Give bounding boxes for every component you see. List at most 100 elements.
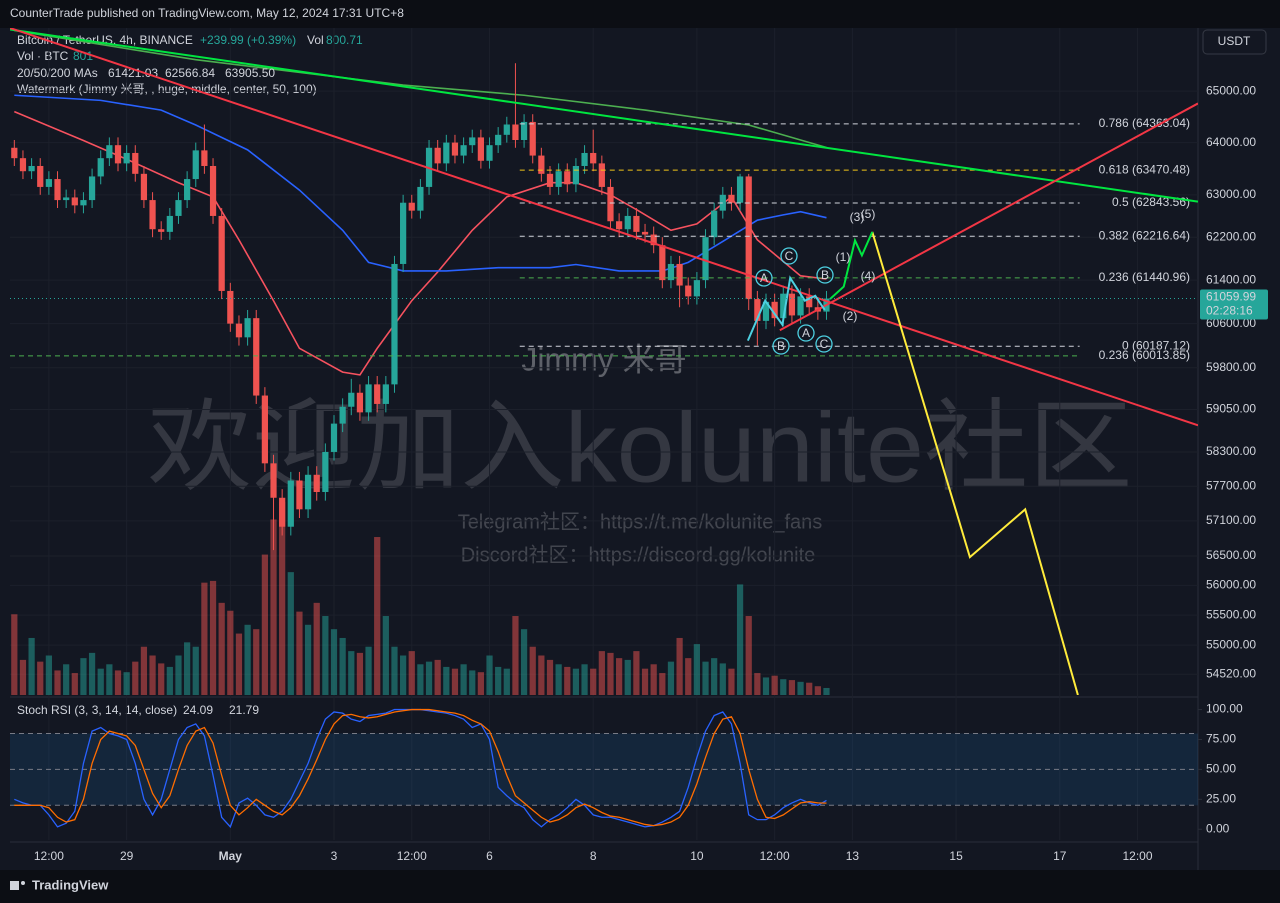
drawing <box>779 102 1198 332</box>
candle-body <box>132 152 139 174</box>
abc-circle <box>772 337 790 355</box>
y-tick-label: 0.00 <box>1206 821 1230 835</box>
volume-bar <box>771 675 778 695</box>
candle-body <box>659 245 666 281</box>
candle-body <box>37 165 44 187</box>
volume-bar <box>460 664 467 695</box>
candle-body <box>192 150 199 180</box>
volume-bar <box>762 677 770 695</box>
x-tick-label: 29 <box>120 849 134 863</box>
volume-bar <box>538 655 545 695</box>
volume-bar <box>132 661 139 695</box>
volume-bar <box>520 629 528 695</box>
candle-body <box>529 121 536 156</box>
y-tick-label: 57100.00 <box>1206 513 1256 527</box>
y-tick-label: 58300.00 <box>1206 444 1256 458</box>
y-tick-label: 100.00 <box>1206 702 1243 716</box>
currency[interactable]: USDT <box>1218 34 1251 48</box>
volume-bar <box>322 616 329 695</box>
volume-bar <box>711 658 718 695</box>
y-tick-label: 63000.00 <box>1206 187 1256 201</box>
moving-average <box>14 29 827 149</box>
candle-body <box>80 200 87 206</box>
volume-bar <box>28 637 35 695</box>
candle-body <box>417 186 424 211</box>
y-tick-label: 59050.00 <box>1206 402 1256 416</box>
candle-body <box>149 200 156 230</box>
volume-bar <box>564 666 571 695</box>
candle-body <box>477 137 484 161</box>
candle-body <box>106 145 113 159</box>
candle-body <box>365 384 372 413</box>
volume-bar <box>572 668 580 695</box>
volume-bar <box>235 633 243 695</box>
stoch-title: Stoch RSI (3, 3, 14, 14, close) <box>17 703 177 717</box>
candle-body <box>400 202 407 264</box>
candle-body <box>227 290 234 324</box>
ma-legend: 20/50/200 MAs <box>17 66 98 80</box>
volume-bar <box>253 629 260 695</box>
x-tick-label: 10 <box>690 849 704 863</box>
fib-label: 0.236 (61440.96) <box>1099 270 1190 284</box>
candle-body <box>166 215 173 232</box>
candle-body <box>736 176 744 203</box>
volume-bar <box>261 554 268 695</box>
fib-label: 0 (60187.12) <box>1122 338 1190 352</box>
y-tick-label: 62200.00 <box>1206 229 1256 243</box>
volume-bar <box>37 661 44 695</box>
y-tick-label: 64000.00 <box>1206 135 1256 149</box>
volume-bar <box>443 666 450 695</box>
volume-bar <box>754 673 761 695</box>
volume-bar <box>97 668 104 695</box>
fib-label: 0.236 (60013.85) <box>1099 348 1190 362</box>
volume-bar <box>209 580 217 695</box>
candle-body <box>158 229 165 232</box>
volume-bar <box>227 610 234 695</box>
drawing <box>10 28 1198 203</box>
volume-bar <box>304 624 312 695</box>
candle-body <box>253 318 260 396</box>
volume-bar <box>417 664 424 695</box>
volume-bar <box>607 652 614 695</box>
candle-body <box>244 318 251 338</box>
volume-bar <box>780 679 787 695</box>
y-tick-label: 59800.00 <box>1206 360 1256 374</box>
candle-body <box>538 155 545 174</box>
volume-bar <box>616 658 623 695</box>
volume-bar <box>667 661 675 695</box>
volume-bar <box>330 629 338 695</box>
volume-bar <box>149 655 156 695</box>
candle-body <box>719 194 726 211</box>
candle-body <box>460 145 467 156</box>
currency-button[interactable] <box>1202 29 1267 55</box>
candle-body <box>19 158 27 172</box>
candle-body <box>54 179 61 201</box>
countdown: 02:28:16 <box>1206 304 1253 318</box>
volume-bar <box>469 670 476 695</box>
volume-bar <box>313 602 320 695</box>
volume-bar <box>529 646 536 695</box>
volume-bar <box>11 614 18 695</box>
volume-bar <box>806 682 813 695</box>
candle-body <box>175 200 182 216</box>
abc-label: B <box>821 268 829 282</box>
footer-brand: TradingView <box>32 877 109 892</box>
vol-value: 800.71 <box>326 33 363 47</box>
volume-value: 801 <box>73 49 93 63</box>
volume-bar <box>788 680 796 695</box>
abc-label: A <box>802 326 810 340</box>
candle-body <box>391 263 398 385</box>
candle-body <box>495 134 502 146</box>
volume-bar <box>244 624 251 695</box>
volume-bar <box>702 661 709 695</box>
candle-body <box>71 197 78 206</box>
candle-body <box>63 197 70 201</box>
candle-body <box>590 152 597 164</box>
candle-body <box>201 150 208 166</box>
candle-body <box>356 392 364 413</box>
volume-bar <box>719 663 726 695</box>
candle-body <box>711 210 718 238</box>
wave-label: (2) <box>843 309 858 323</box>
volume-bar <box>218 602 225 695</box>
candle-body <box>408 202 415 211</box>
